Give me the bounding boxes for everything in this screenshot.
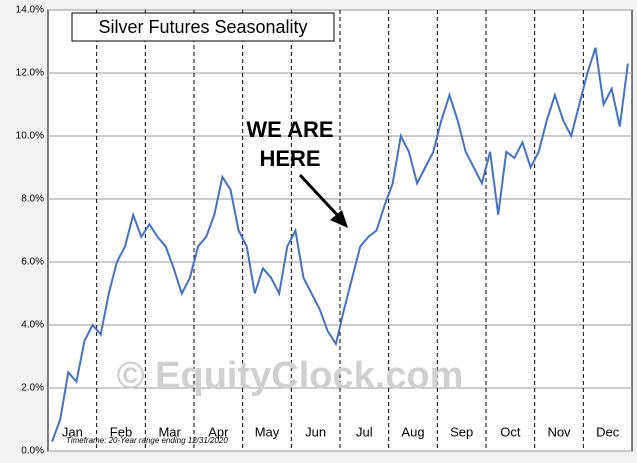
arrow-head bbox=[330, 210, 348, 228]
y-tick-label: 8.0% bbox=[21, 194, 44, 205]
x-tick-label: Oct bbox=[500, 424, 521, 439]
y-tick-label: 14.0% bbox=[16, 5, 44, 16]
y-tick-label: 2.0% bbox=[21, 383, 44, 394]
x-tick-label: Jun bbox=[305, 424, 326, 439]
y-tick-label: 0.0% bbox=[21, 446, 44, 457]
arrow bbox=[298, 173, 342, 220]
x-tick-label: Apr bbox=[208, 424, 229, 439]
chart-title: Silver Futures Seasonality bbox=[98, 17, 307, 37]
y-tick-label: 10.0% bbox=[16, 131, 44, 142]
x-tick-label: Feb bbox=[110, 424, 132, 439]
y-tick-label: 6.0% bbox=[21, 257, 44, 268]
watermark: © EquityClock.com bbox=[117, 355, 464, 397]
x-tick-label: Sep bbox=[450, 424, 473, 439]
x-tick-label: Aug bbox=[401, 424, 424, 439]
y-tick-label: 4.0% bbox=[21, 320, 44, 331]
x-tick-label: May bbox=[255, 424, 280, 439]
x-tick-label: Jan bbox=[62, 424, 83, 439]
x-tick-label: Jul bbox=[356, 424, 373, 439]
y-tick-label: 12.0% bbox=[16, 68, 44, 79]
x-tick-label: Mar bbox=[158, 424, 181, 439]
annotation: HERE bbox=[259, 146, 320, 171]
line-series bbox=[51, 47, 629, 442]
annotation: WE ARE bbox=[246, 117, 333, 142]
title-box bbox=[71, 12, 335, 42]
x-tick-label: Nov bbox=[547, 424, 571, 439]
footnote: Timeframe: 20-Year range ending 12/31/20… bbox=[66, 436, 228, 445]
x-tick-label: Dec bbox=[596, 424, 620, 439]
